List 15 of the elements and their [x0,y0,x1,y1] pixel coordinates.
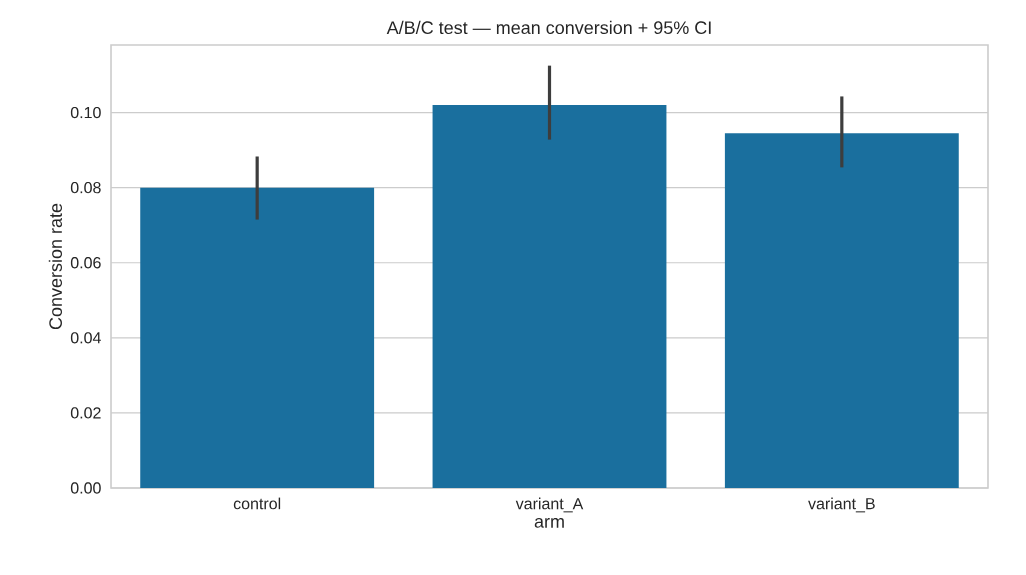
y-axis-title: Conversion rate [48,203,62,330]
y-tick-label: 0.00 [70,482,101,494]
y-tick-label: 0.04 [70,332,101,344]
chart-title: A/B/C test — mean conversion + 95% CI [386,20,711,35]
x-tick-label: variant_A [515,497,584,513]
bar [140,187,375,488]
x-tick-label: control [233,497,281,510]
bar [432,105,667,488]
y-tick-label: 0.06 [70,257,101,269]
bar [724,133,959,488]
y-tick-label: 0.10 [70,106,101,119]
x-axis-title: arm [534,517,564,528]
x-tick-label: variant_B [808,497,875,513]
y-tick-label: 0.08 [70,181,101,194]
y-tick-label: 0.02 [70,407,101,419]
